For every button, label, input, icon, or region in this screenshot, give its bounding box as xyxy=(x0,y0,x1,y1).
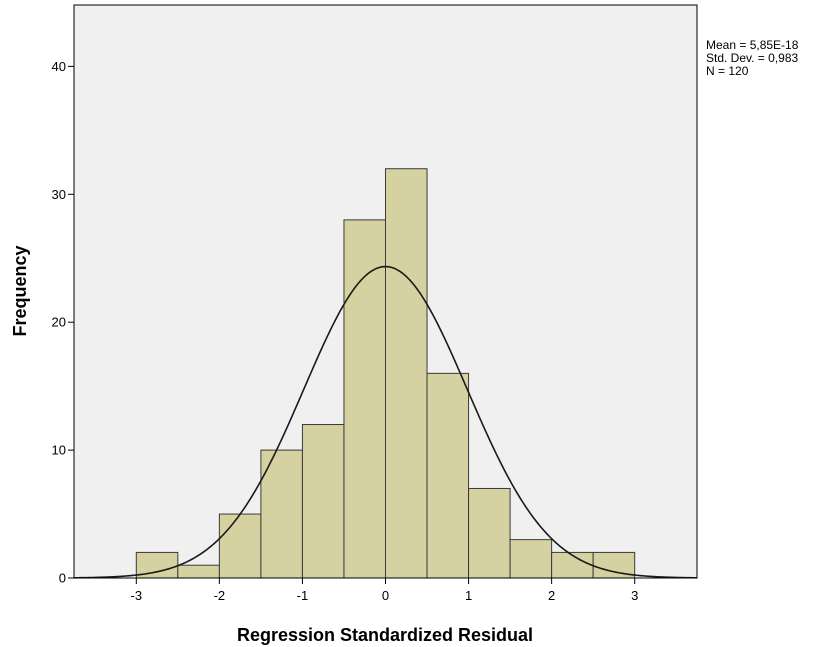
stats-std-dev: Std. Dev. = 0,983 xyxy=(706,51,798,65)
y-tick-label: 40 xyxy=(52,59,66,74)
x-tick-label: 3 xyxy=(631,588,638,603)
y-tick-label: 30 xyxy=(52,187,66,202)
normal-curve xyxy=(73,265,698,579)
x-axis-title: Regression Standardized Residual xyxy=(237,625,533,645)
x-tick-label: 2 xyxy=(548,588,555,603)
stats-box: Mean = 5,85E-18 Std. Dev. = 0,983 N = 12… xyxy=(706,38,799,78)
stats-n: N = 120 xyxy=(706,64,749,78)
histogram-bar xyxy=(509,539,553,579)
y-tick-label: 20 xyxy=(52,315,66,330)
x-tick-label: 0 xyxy=(382,588,389,603)
y-tick-label: 10 xyxy=(52,443,66,458)
stats-mean: Mean = 5,85E-18 xyxy=(706,38,799,52)
x-tick-label: -2 xyxy=(214,588,226,603)
y-axis-title: Frequency xyxy=(10,245,30,336)
x-tick-label: -3 xyxy=(131,588,143,603)
y-tick-label: 0 xyxy=(59,571,66,586)
x-tick-label: 1 xyxy=(465,588,472,603)
x-tick-label: -1 xyxy=(297,588,309,603)
histogram-bar xyxy=(385,168,428,579)
histogram-bar xyxy=(177,564,220,579)
histogram-bar xyxy=(343,219,387,579)
histogram-bar xyxy=(260,449,303,579)
histogram-bar xyxy=(468,487,511,579)
histogram-bar xyxy=(426,372,470,579)
histogram-bar xyxy=(301,424,345,579)
histogram-bar xyxy=(218,513,262,579)
